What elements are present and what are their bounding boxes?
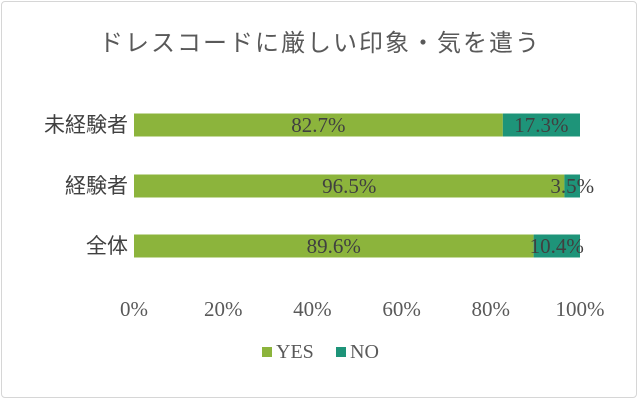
data-label-no: 10.4% <box>530 234 584 258</box>
data-label-no: 17.3% <box>514 113 568 137</box>
x-tick-label: 40% <box>293 297 332 321</box>
category-label: 未経験者 <box>44 113 128 137</box>
data-label-no: 3.5% <box>550 174 594 198</box>
bar-no-segment <box>502 113 580 137</box>
x-axis-ticks: 0% 20% 40% 60% 80% 100% <box>120 297 605 321</box>
chart-title: ドレスコードに厳しい印象・気を遣う <box>99 29 541 57</box>
legend-label: NO <box>350 341 379 363</box>
bar-no-segment <box>533 234 580 258</box>
bar-yes-segment <box>134 113 503 137</box>
bars-layer: 82.7% 17.3% 96.5% 3.5% 89.6% 10.4% <box>134 113 594 258</box>
legend-swatch <box>262 347 272 357</box>
data-label-yes: 82.7% <box>291 113 345 137</box>
data-label-yes: 89.6% <box>307 234 361 258</box>
x-tick-label: 20% <box>204 297 243 321</box>
legend-item-yes: YES <box>262 341 314 363</box>
bar-no-segment <box>564 174 580 198</box>
category-label: 全体 <box>86 234 128 258</box>
bar-yes-segment <box>134 174 565 198</box>
data-label-yes: 96.5% <box>322 174 376 198</box>
x-tick-label: 100% <box>556 297 605 321</box>
x-tick-label: 60% <box>382 297 421 321</box>
x-tick-label: 80% <box>472 297 511 321</box>
bar-yes-segment <box>134 234 534 258</box>
legend-label: YES <box>276 341 314 363</box>
legend-swatch <box>336 347 346 357</box>
legend: YES NO <box>262 341 379 363</box>
legend-item-no: NO <box>336 341 379 363</box>
category-label: 経験者 <box>65 174 128 198</box>
x-tick-label: 0% <box>120 297 148 321</box>
